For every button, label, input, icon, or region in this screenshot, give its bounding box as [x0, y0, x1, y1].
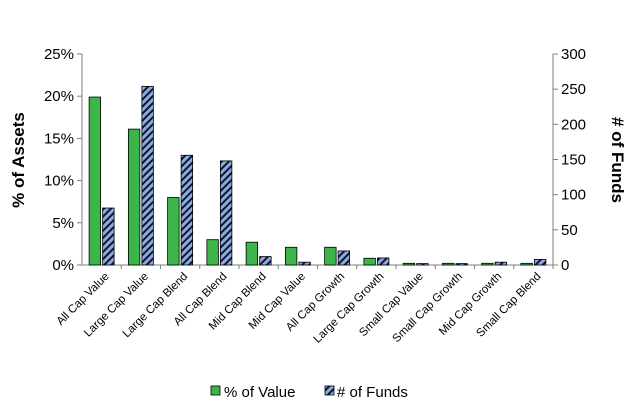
bar-num-of-funds [494, 261, 508, 266]
y-tick-label: 25% [44, 46, 74, 63]
y2-tick-label: 200 [561, 116, 586, 133]
bar-num-of-funds [219, 160, 233, 266]
legend: % of Value # of Funds [210, 384, 408, 401]
bar-num-of-funds [337, 250, 351, 266]
bar-pct-of-value [206, 239, 219, 266]
legend-swatch-value [210, 385, 221, 396]
bar-pct-of-value [441, 262, 455, 266]
bar-num-of-funds [180, 154, 194, 266]
y-tick-label: 15% [44, 130, 74, 147]
bar-pct-of-value [245, 241, 259, 266]
y-tick-label: 0% [52, 257, 74, 274]
bar-num-of-funds [141, 85, 154, 266]
bar-num-of-funds [259, 256, 272, 266]
bar-num-of-funds [376, 257, 390, 266]
y-tick-label: 10% [44, 173, 74, 190]
bar-pct-of-value [520, 262, 533, 266]
bar-num-of-funds [455, 263, 468, 266]
bar-pct-of-value [284, 246, 298, 266]
y-axis-title: % of Assets [9, 112, 28, 208]
bar-num-of-funds [298, 261, 311, 266]
legend-swatch-funds [324, 385, 335, 396]
y2-tick-label: 0 [561, 257, 569, 274]
bar-pct-of-value [167, 197, 180, 266]
legend-label-funds: # of Funds [337, 384, 408, 401]
bar-pct-of-value [402, 262, 416, 266]
y2-tick-label: 50 [561, 222, 578, 239]
y2-tick-label: 300 [561, 46, 586, 63]
bar-num-of-funds [102, 207, 115, 266]
y2-axis-title: # of Funds [608, 117, 627, 203]
x-tick-label: Large Cap Growth [312, 271, 387, 346]
bar-num-of-funds [416, 263, 429, 266]
y2-tick-label: 150 [561, 152, 586, 169]
x-tick-label: Small Cap Growth [391, 271, 465, 345]
bar-pct-of-value [481, 262, 494, 266]
y2-tick-label: 100 [561, 187, 586, 204]
bar-num-of-funds [533, 258, 547, 266]
y2-tick-label: 250 [561, 81, 586, 98]
bar-pct-of-value [88, 96, 102, 266]
y-tick-label: 20% [44, 88, 74, 105]
y-tick-label: 5% [52, 215, 74, 232]
bar-pct-of-value [363, 257, 376, 266]
bar-pct-of-value [127, 128, 141, 266]
bar-pct-of-value [324, 246, 337, 266]
legend-label-value: % of Value [224, 384, 295, 401]
